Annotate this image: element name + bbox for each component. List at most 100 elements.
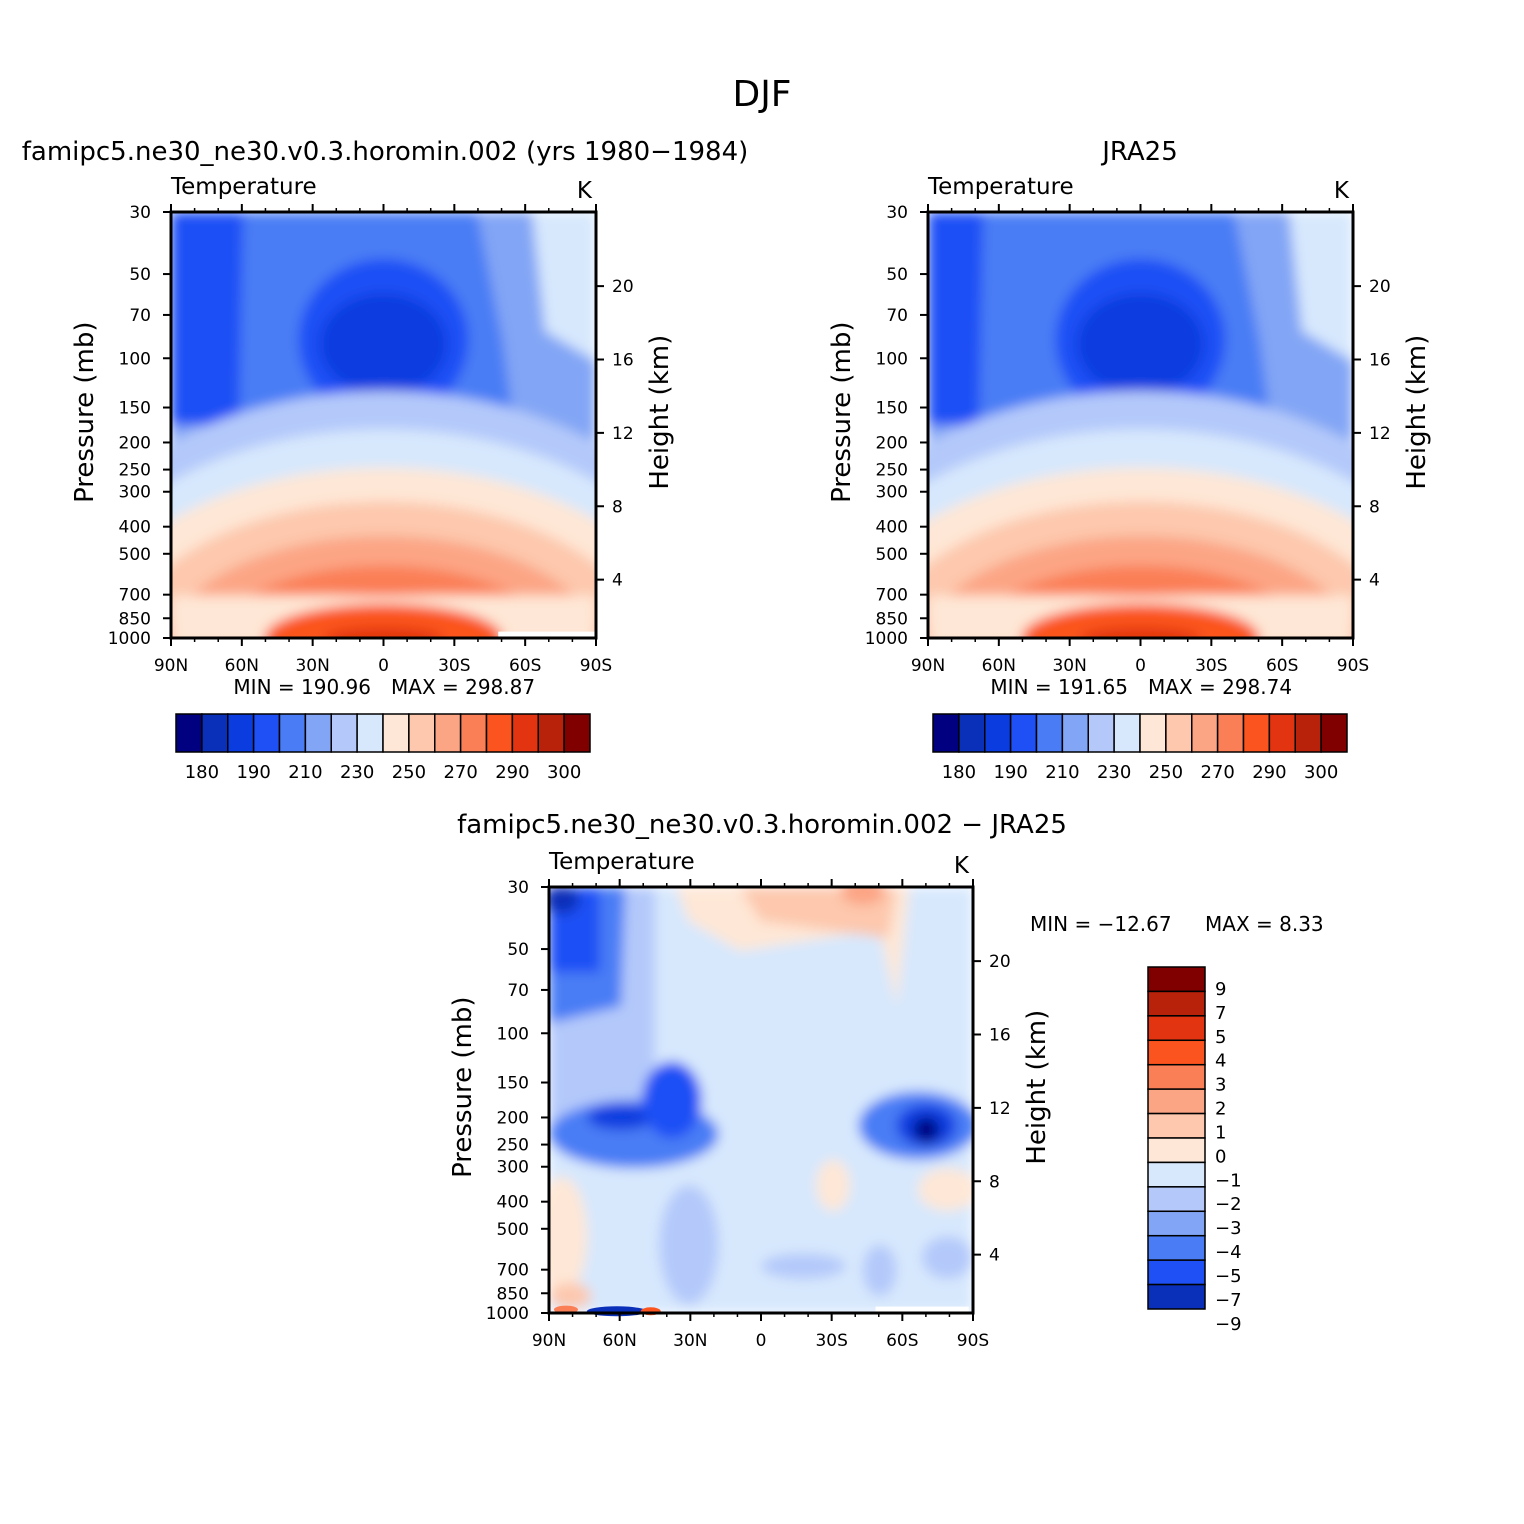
y-tick-label: 700	[876, 586, 908, 606]
y-tick-label: 850	[876, 609, 908, 629]
colorbar-label: 290	[1252, 762, 1286, 783]
contour-field	[171, 212, 596, 638]
colorbar-label: 5	[1215, 1027, 1226, 1048]
y-tick-label: 300	[119, 483, 151, 503]
y-tick-label: 1000	[108, 629, 151, 649]
x-tick-label: 30S	[815, 1331, 847, 1351]
colorbar-box	[1147, 1137, 1206, 1164]
figure-title: DJF	[732, 74, 791, 115]
colorbar-box	[1147, 1112, 1206, 1139]
variable-label: Temperature	[927, 174, 1074, 200]
colorbar-label: 230	[340, 762, 374, 783]
x-tick-label: 90N	[911, 656, 945, 676]
x-tick-label: 60S	[1266, 656, 1298, 676]
colorbar-box	[1294, 713, 1322, 753]
units-label: K	[577, 178, 593, 204]
colorbar-box	[1147, 1283, 1206, 1310]
colorbar-box	[1087, 713, 1115, 753]
colorbar-box	[330, 713, 358, 753]
x-tick-label: 0	[378, 656, 389, 676]
colorbar-box	[356, 713, 384, 753]
colorbar-box	[1320, 713, 1348, 753]
y-tick-label: 250	[497, 1136, 529, 1156]
colorbar-box	[1147, 990, 1206, 1017]
colorbar-label: 180	[185, 762, 219, 783]
max-label: MAX = 8.33	[1205, 912, 1324, 936]
y-tick-label: 1000	[865, 629, 908, 649]
colorbar-label: 190	[236, 762, 270, 783]
panel-diff: famipc5.ne30_ne30.v0.3.horomin.002 − JRA…	[448, 810, 1324, 1351]
y-tick-label: 100	[119, 349, 151, 369]
y-tick-label: 500	[876, 545, 908, 565]
x-tick-label: 60N	[982, 656, 1016, 676]
panel-title: famipc5.ne30_ne30.v0.3.horomin.002 − JRA…	[457, 810, 1067, 840]
y-tick-label: 200	[119, 433, 151, 453]
colorbar-box	[434, 713, 462, 753]
colorbar-box	[1147, 1039, 1206, 1066]
colorbar-box	[278, 713, 307, 753]
y-tick-label: 300	[876, 483, 908, 503]
colorbar-label: 0	[1215, 1146, 1226, 1167]
y-tick-label: 700	[497, 1261, 529, 1281]
y-tick-label: 50	[129, 265, 151, 285]
units-label: K	[1334, 178, 1350, 204]
y-tick-label: 300	[497, 1158, 529, 1178]
colorbar-label: 190	[993, 762, 1027, 783]
colorbar-label: 7	[1215, 1003, 1226, 1024]
colorbar-box	[382, 713, 410, 753]
y-axis-label-right: Height (km)	[1402, 335, 1432, 490]
x-tick-label: 30N	[295, 656, 329, 676]
contour-field	[928, 212, 1353, 638]
x-tick-label: 90S	[580, 656, 612, 676]
y-right-tick-label: 16	[989, 1026, 1011, 1046]
y-axis-label-right: Height (km)	[645, 335, 675, 490]
min-label: MIN = 190.96	[233, 675, 371, 699]
y-tick-label: 50	[886, 265, 908, 285]
y-tick-label: 700	[119, 586, 151, 606]
colorbar-box	[252, 713, 281, 753]
panel-obs: JRA25 90N 60N 30N 0 30S 60S 90S 30 50 70 100 150 200 2…	[827, 137, 1432, 783]
colorbar-box	[227, 713, 255, 753]
x-tick-label: 30S	[438, 656, 470, 676]
y-axis-label: Pressure (mb)	[70, 322, 100, 503]
colorbar-label: 210	[288, 762, 322, 783]
colorbar-label: 9	[1215, 979, 1226, 1000]
colorbar-box	[1113, 713, 1141, 753]
colorbar-box	[932, 713, 960, 753]
colorbar-label: 2	[1215, 1099, 1226, 1120]
y-tick-label: 150	[497, 1074, 529, 1094]
y-tick-label: 200	[876, 433, 908, 453]
colorbar-label: 250	[392, 762, 426, 783]
y-right-tick-label: 8	[612, 497, 623, 517]
y-right-tick-label: 8	[989, 1172, 1000, 1192]
panel-title: famipc5.ne30_ne30.v0.3.horomin.002 (yrs …	[22, 137, 749, 167]
y-right-tick-label: 4	[989, 1246, 1000, 1266]
colorbar-label: 1	[1215, 1122, 1226, 1143]
y-tick-label: 850	[497, 1284, 529, 1304]
panel-model: famipc5.ne30_ne30.v0.3.horomin.002 (yrs …	[22, 137, 749, 783]
y-tick-label: 500	[497, 1220, 529, 1240]
colorbar-box	[1061, 713, 1089, 753]
colorbar-label: 3	[1215, 1075, 1226, 1096]
y-tick-label: 250	[119, 461, 151, 481]
y-right-tick-label: 12	[989, 1099, 1011, 1119]
colorbar-box	[1165, 713, 1193, 753]
colorbar-label: 230	[1097, 762, 1131, 783]
colorbar-label: 250	[1149, 762, 1183, 783]
colorbar-label: −4	[1215, 1242, 1242, 1263]
colorbar-box	[1191, 713, 1219, 753]
y-right-tick-label: 4	[1369, 571, 1380, 591]
y-tick-label: 30	[129, 203, 151, 223]
colorbar-label: −1	[1215, 1170, 1242, 1191]
max-label: MAX = 298.74	[1148, 675, 1292, 699]
x-tick-label: 90S	[957, 1331, 989, 1351]
variable-label: Temperature	[170, 174, 317, 200]
colorbar-box	[1147, 1259, 1206, 1286]
y-tick-label: 30	[507, 878, 529, 898]
y-tick-label: 400	[876, 518, 908, 538]
x-tick-label: 90N	[532, 1331, 566, 1351]
x-tick-label: 30S	[1195, 656, 1227, 676]
y-right-tick-label: 20	[989, 952, 1011, 972]
x-tick-label: 0	[1135, 656, 1146, 676]
